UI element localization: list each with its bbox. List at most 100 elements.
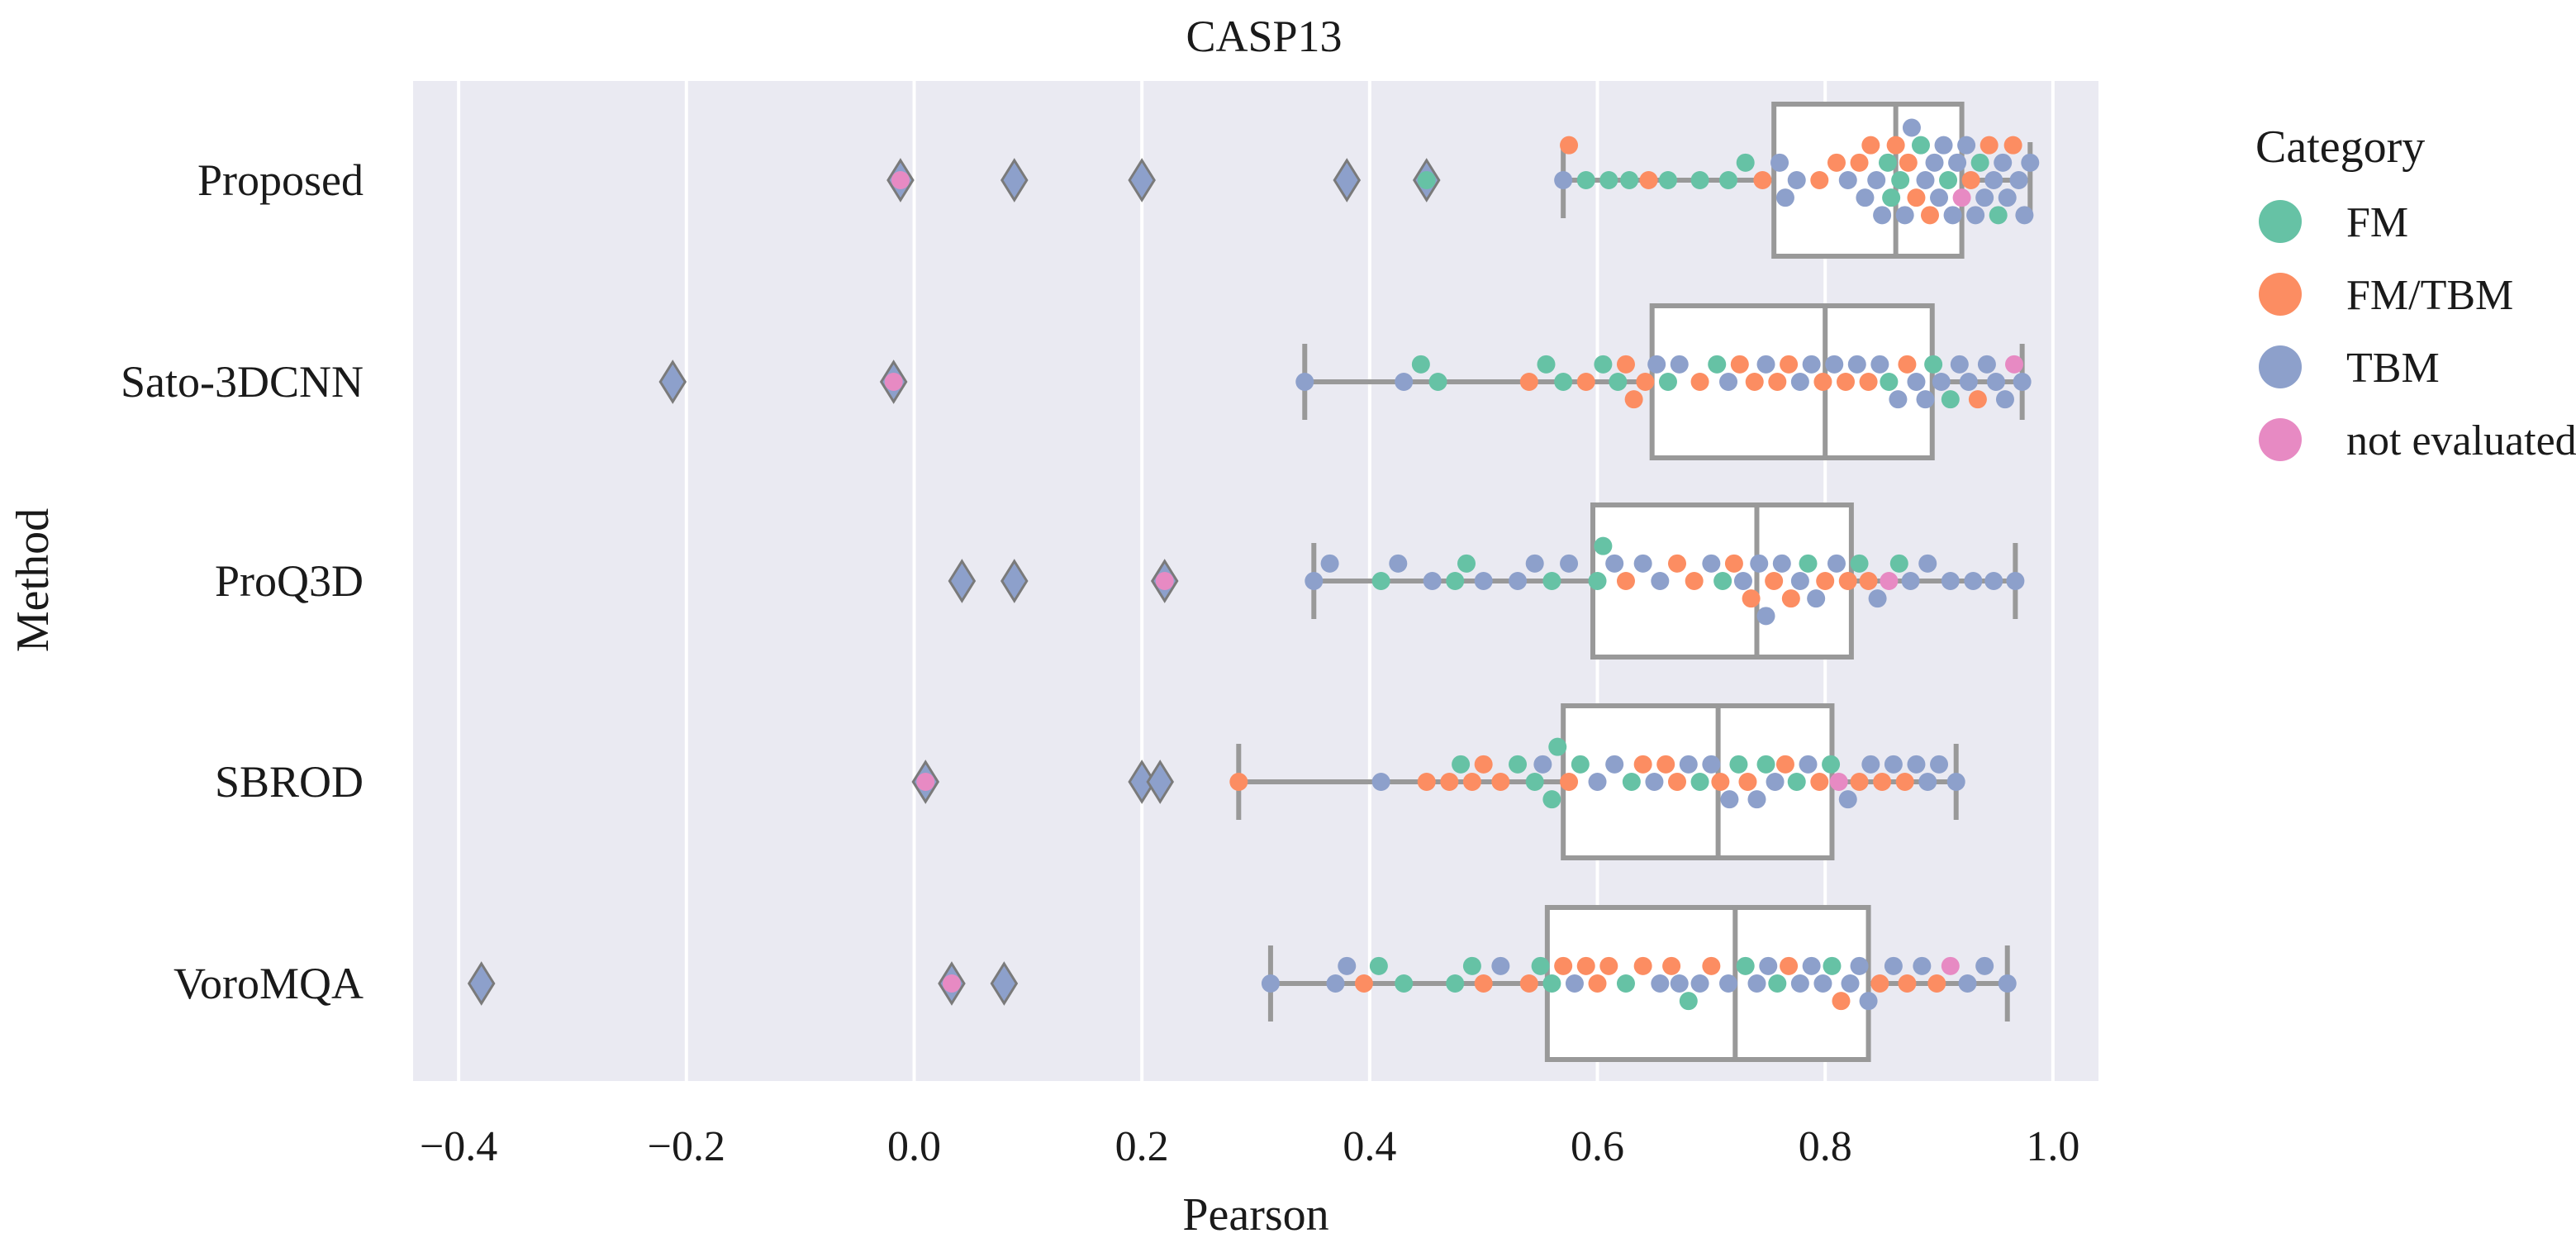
legend-entry-not-evaluated: not evaluated — [2259, 417, 2576, 464]
data-point — [1768, 373, 1787, 391]
data-point — [1964, 572, 1983, 590]
data-point — [1690, 373, 1709, 391]
data-point — [1934, 136, 1953, 155]
data-point — [1868, 589, 1887, 608]
data-point — [1560, 136, 1579, 155]
data-point — [1966, 206, 1985, 225]
data-point — [1816, 572, 1835, 590]
data-point — [1633, 554, 1652, 573]
data-point — [1850, 153, 1869, 172]
data-point — [1670, 974, 1689, 993]
data-point — [1827, 554, 1846, 573]
data-point — [1685, 572, 1704, 590]
data-point — [1895, 206, 1914, 225]
data-point — [1616, 355, 1635, 374]
data-point — [1968, 390, 1987, 409]
data-point — [1810, 773, 1829, 791]
data-point — [1943, 206, 1962, 225]
data-point — [1765, 572, 1784, 590]
data-point — [1537, 355, 1556, 374]
x-tick-label: 0.2 — [1115, 1123, 1169, 1170]
legend: Category FM FM/TBM TBM not evaluated — [2255, 121, 2576, 464]
legend-entry-fm-tbm: FM/TBM — [2259, 272, 2513, 319]
data-point — [1509, 572, 1528, 590]
x-axis-label: Pearson — [1182, 1189, 1328, 1241]
data-point — [1768, 974, 1787, 993]
data-point — [1708, 355, 1727, 374]
data-point — [1925, 153, 1944, 172]
data-point — [1668, 773, 1686, 791]
data-point — [1810, 171, 1829, 189]
data-point — [1747, 790, 1766, 809]
outlier-point — [884, 373, 903, 391]
data-point — [1770, 153, 1789, 172]
data-point — [2013, 373, 2032, 391]
data-point — [1736, 153, 1755, 172]
data-point — [1873, 206, 1892, 225]
data-point — [1891, 171, 1910, 189]
data-point — [1679, 755, 1698, 774]
data-point — [1759, 956, 1778, 975]
data-point — [1369, 956, 1388, 975]
data-point — [1802, 355, 1821, 374]
data-point — [1861, 755, 1880, 774]
data-point — [1895, 773, 1914, 791]
data-point — [1986, 373, 2005, 391]
data-point — [1576, 171, 1595, 189]
data-point — [1780, 956, 1799, 975]
data-point — [1799, 755, 1818, 774]
data-point — [1753, 171, 1772, 189]
outlier-point — [663, 373, 682, 391]
data-point — [1605, 554, 1624, 573]
data-point — [1911, 136, 1930, 155]
data-point — [2006, 572, 2025, 590]
data-point — [1930, 188, 1949, 207]
data-point — [1837, 373, 1855, 391]
data-point — [1525, 773, 1544, 791]
data-point — [1462, 956, 1481, 975]
data-point — [1899, 153, 1918, 172]
data-point — [1984, 171, 2003, 189]
data-point — [1889, 390, 1908, 409]
data-point — [1880, 373, 1899, 391]
data-point — [1813, 373, 1832, 391]
data-point — [1916, 171, 1935, 189]
data-point — [1787, 773, 1806, 791]
outlier-point — [1338, 171, 1357, 189]
data-point — [1509, 755, 1528, 774]
data-point — [1594, 536, 1613, 555]
data-point — [1729, 755, 1748, 774]
data-point — [1605, 755, 1624, 774]
data-point — [1474, 974, 1493, 993]
data-point — [1939, 171, 1958, 189]
data-point — [1658, 171, 1677, 189]
data-point — [1371, 572, 1390, 590]
data-point — [1338, 956, 1357, 975]
data-point — [1775, 188, 1794, 207]
data-point — [1742, 589, 1761, 608]
legend-entry-fm: FM — [2259, 199, 2408, 246]
data-point — [1873, 773, 1892, 791]
outlier-point — [953, 572, 972, 590]
x-tick-label: 0.8 — [1799, 1123, 1852, 1170]
data-point — [1733, 572, 1752, 590]
data-point — [1702, 554, 1721, 573]
data-point — [1977, 355, 1996, 374]
data-point — [1588, 773, 1607, 791]
data-point — [1850, 554, 1869, 573]
data-point — [1491, 773, 1510, 791]
y-tick-label-voromqa: VoroMQA — [173, 959, 364, 1008]
data-point — [1829, 773, 1848, 791]
data-point — [1859, 992, 1878, 1011]
data-point — [1984, 572, 2003, 590]
data-point — [1554, 373, 1573, 391]
data-point — [1918, 554, 1937, 573]
data-point — [1950, 355, 1969, 374]
data-point — [1980, 136, 1999, 155]
data-point — [1747, 974, 1766, 993]
data-point — [1750, 554, 1769, 573]
data-point — [1542, 790, 1561, 809]
data-point — [1930, 755, 1949, 774]
data-point — [1491, 956, 1510, 975]
